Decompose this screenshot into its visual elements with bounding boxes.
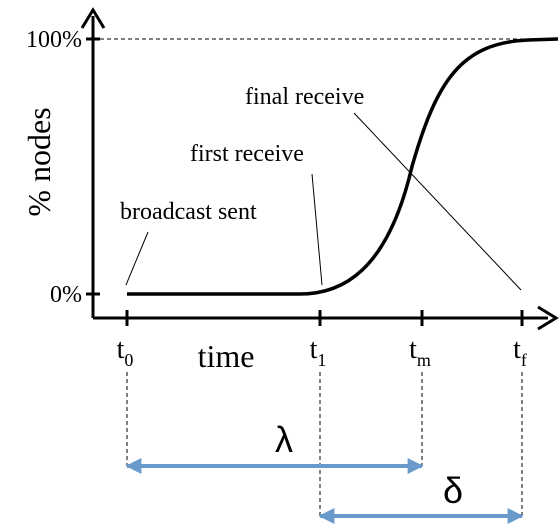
pointer-first-receive: [311, 173, 323, 286]
delta-label: δ: [443, 470, 463, 511]
x-axis-arrowhead: [537, 305, 559, 331]
y-tick-label-0: 0%: [50, 282, 82, 308]
y-tick-label-100: 100%: [26, 27, 82, 53]
lambda-label: λ: [275, 419, 293, 460]
pointer-broadcast-sent: [125, 231, 149, 286]
x-axis-label: time: [198, 338, 255, 374]
x-tick-label-1: t1: [310, 334, 327, 370]
x-tick-label-0: t0: [117, 334, 134, 370]
y-axis-arrowhead: [80, 7, 106, 29]
x-tick-label-f: tf: [513, 334, 527, 370]
pointer-final-receive: [353, 112, 522, 291]
series-line: [127, 37, 559, 296]
annotation-first-receive: first receive: [190, 141, 304, 167]
y-axis-label: % nodes: [21, 107, 57, 216]
annotation-broadcast-sent: broadcast sent: [120, 199, 257, 225]
x-tick-label-m: tm: [409, 334, 431, 370]
annotation-final-receive: final receive: [245, 84, 364, 110]
